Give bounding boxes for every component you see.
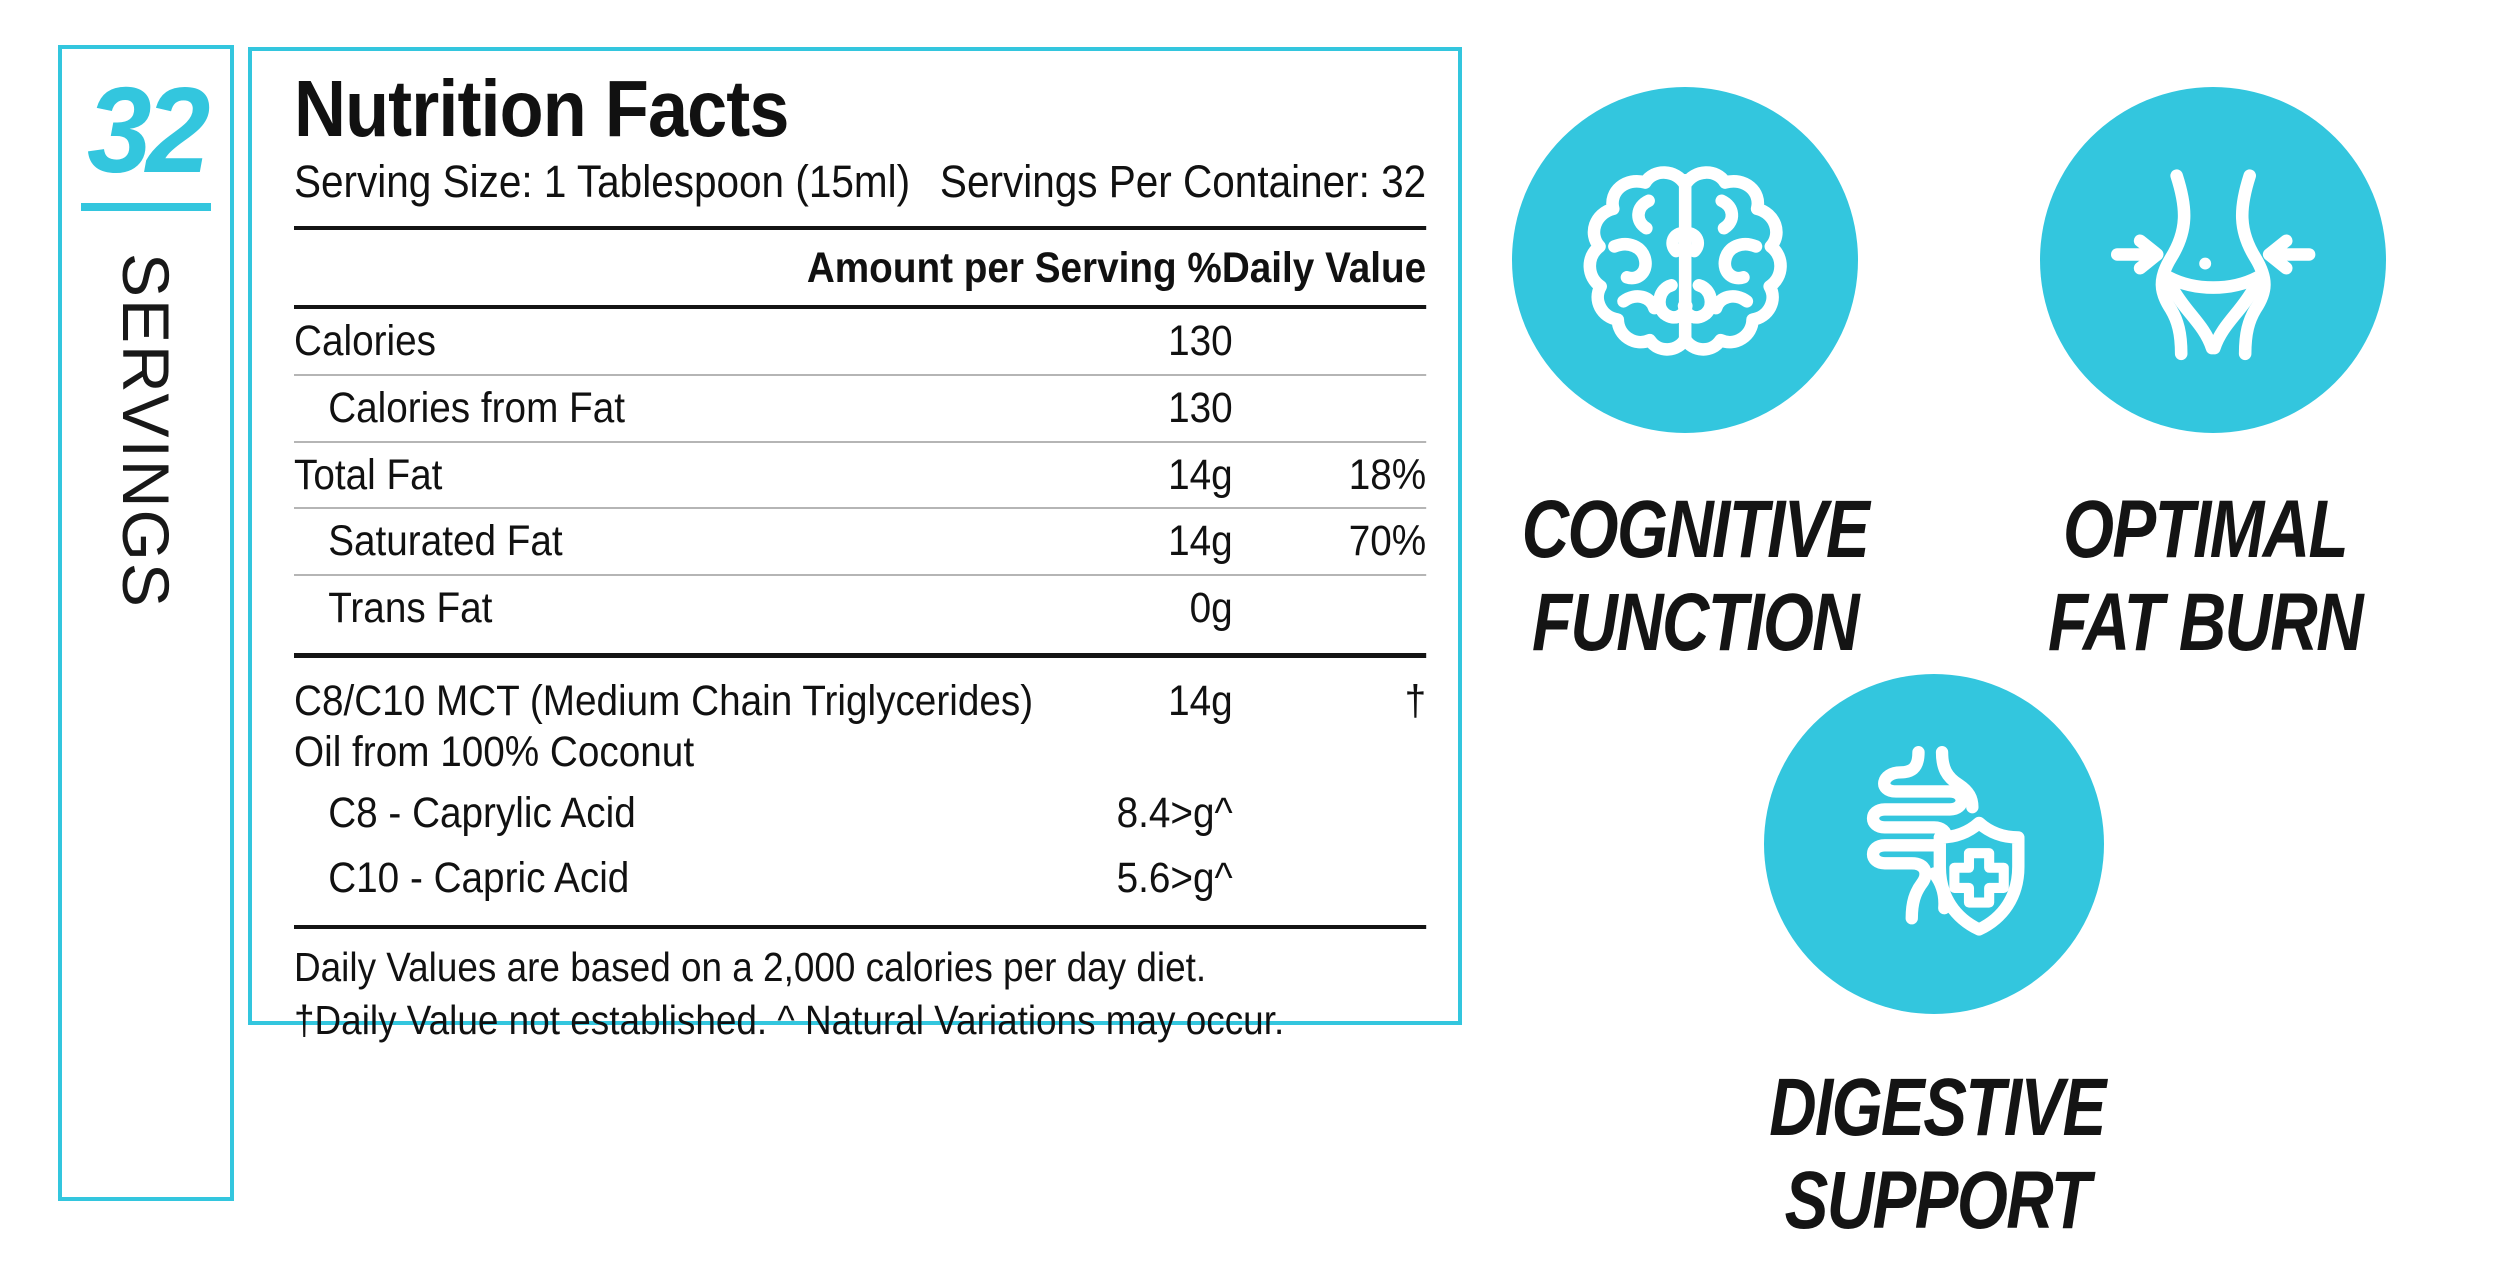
nutrient-name: Total Fat	[294, 450, 443, 499]
table-row-trans-fat: Trans Fat 0g	[294, 576, 1426, 641]
table-row-saturated-fat: Saturated Fat 14g 70%	[294, 509, 1426, 574]
nutrient-amount: 14g	[1168, 450, 1233, 499]
optimal-fat-burn-label: OPTIMAL FAT BURN	[2048, 484, 2364, 668]
servings-vertical-label: SERVINGS	[109, 253, 183, 609]
divider-line	[294, 305, 1427, 310]
nutrient-name: Trans Fat	[328, 584, 493, 633]
divider-line	[294, 226, 1427, 231]
gut-shield-icon	[1764, 674, 2104, 1014]
nutrient-amount: 0g	[1189, 584, 1233, 633]
table-row-mct-oil: C8/C10 MCT (Medium Chain Triglycerides) O…	[294, 666, 1426, 781]
servings-count: 32	[87, 62, 210, 198]
servings-panel: 32 SERVINGS	[58, 45, 234, 1201]
nutrient-name: Calories from Fat	[328, 383, 625, 432]
nutrient-amount: 14g	[1168, 676, 1233, 725]
cognitive-function-badge	[1512, 87, 1858, 433]
divider-line	[294, 574, 1427, 577]
digestive-support-label: DIGESTIVE SUPPORT	[1769, 1062, 2106, 1246]
waist-slimming-icon	[2040, 87, 2386, 433]
nutrient-amount: 5.6>g^	[1116, 854, 1233, 903]
divider-line	[294, 440, 1427, 443]
divider-line	[294, 507, 1427, 510]
columns-header: Amount per Serving %Daily Value	[806, 244, 1427, 293]
nutrient-amount: 130	[1168, 317, 1233, 366]
nutrient-name: Calories	[294, 317, 436, 366]
table-row-calories: Calories 130	[294, 309, 1426, 374]
servings-per-container: Servings Per Container: 32	[939, 156, 1427, 208]
table-row-capric-acid: C10 - Capric Acid 5.6>g^	[294, 846, 1426, 911]
nutrient-amount: 14g	[1168, 517, 1233, 566]
footnote-daily-values: Daily Values are based on a 2,000 calori…	[294, 943, 1207, 990]
nutrient-amount: 130	[1168, 383, 1233, 432]
table-row-caprylic-acid: C8 - Caprylic Acid 8.4>g^	[294, 781, 1426, 846]
table-row-calories-from-fat: Calories from Fat 130	[294, 376, 1426, 441]
nutrient-name: Saturated Fat	[328, 517, 563, 566]
footnotes: Daily Values are based on a 2,000 calori…	[294, 941, 1426, 1048]
nutrient-name: C8/C10 MCT (Medium Chain Triglycerides) O…	[294, 676, 1034, 776]
divider-line	[294, 373, 1427, 376]
divider-line	[294, 652, 1427, 658]
servings-underline	[81, 203, 211, 211]
nutrient-name: C10 - Capric Acid	[328, 854, 630, 903]
nutrient-name: C8 - Caprylic Acid	[328, 789, 636, 838]
nutrient-daily-value: 18%	[1348, 450, 1427, 499]
nutrient-daily-value: †	[1404, 676, 1427, 725]
divider-line	[294, 924, 1427, 929]
table-row-total-fat: Total Fat 14g 18%	[294, 443, 1426, 508]
nutrient-daily-value: 70%	[1348, 517, 1427, 566]
cognitive-function-label: COGNITIVE FUNCTION	[1521, 484, 1870, 668]
nutrient-amount: 8.4>g^	[1116, 789, 1233, 838]
nutrition-facts-title: Nutrition Facts	[294, 64, 789, 153]
nutrition-facts-panel: Nutrition Facts Serving Size: 1 Tablespo…	[248, 47, 1462, 1043]
serving-size: Serving Size: 1 Tablespoon (15ml)	[294, 156, 911, 208]
footnote-dagger: †Daily Value not established. ^ Natural …	[294, 997, 1285, 1044]
